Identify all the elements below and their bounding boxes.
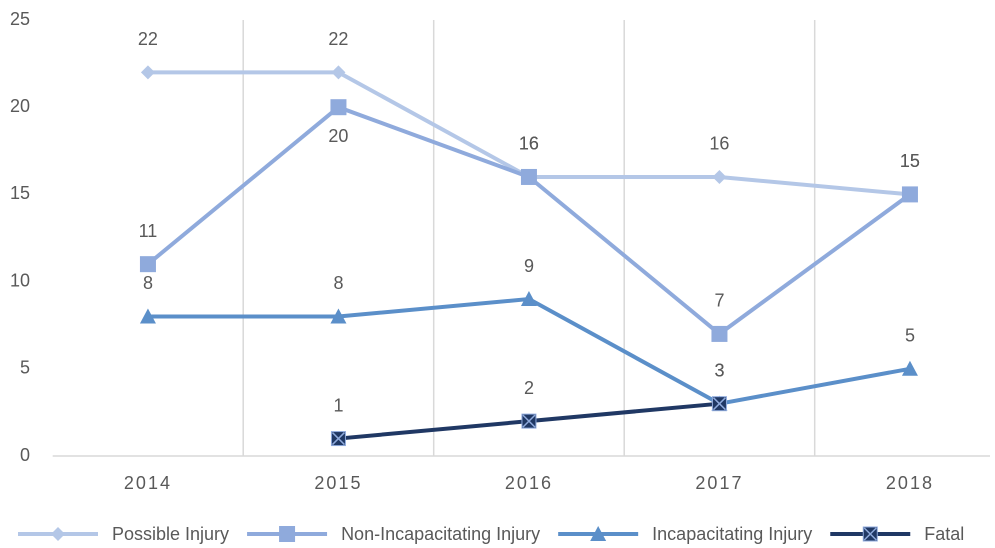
marker-cross [712, 397, 726, 411]
legend-label: Fatal [924, 524, 964, 544]
point [711, 325, 728, 342]
legend-item: Incapacitating Injury [558, 524, 812, 544]
point [330, 308, 347, 324]
y-tick-label: 15 [10, 183, 30, 203]
marker-cross [863, 527, 877, 541]
data-label: 16 [519, 134, 539, 154]
y-tick-label: 5 [20, 358, 30, 378]
data-label: 2 [524, 378, 534, 398]
data-label: 8 [333, 273, 343, 293]
legend-label: Possible Injury [112, 524, 229, 544]
data-label: 15 [900, 151, 920, 171]
x-tick-label: 2017 [695, 473, 743, 493]
data-label: 15 [900, 151, 920, 171]
x-tick-label: 2016 [505, 473, 553, 493]
data-label: 9 [524, 256, 534, 276]
x-tick-label: 2015 [314, 473, 362, 493]
legend-item: Fatal [830, 524, 964, 544]
x-tick-label: 2018 [886, 473, 934, 493]
point [520, 291, 537, 307]
point [140, 65, 155, 80]
point [520, 168, 537, 185]
data-label: 1 [333, 395, 343, 415]
marker-cross [522, 414, 536, 428]
x-tick-label: 2014 [124, 473, 172, 493]
data-label: 5 [905, 326, 915, 346]
data-label: 8 [143, 273, 153, 293]
data-label: 22 [138, 29, 158, 49]
data-label: 16 [709, 134, 729, 154]
legend-item: Possible Injury [18, 524, 229, 544]
point [901, 186, 918, 203]
point [330, 431, 346, 447]
y-tick-label: 10 [10, 270, 30, 290]
data-label: 20 [328, 126, 348, 146]
data-label: 22 [328, 29, 348, 49]
marker-cross [331, 432, 345, 446]
point [331, 65, 346, 80]
legend-label: Incapacitating Injury [652, 524, 812, 544]
y-tick-label: 25 [10, 9, 30, 29]
point [521, 413, 537, 429]
y-tick-label: 0 [20, 445, 30, 465]
data-label: 3 [714, 360, 724, 380]
y-tick-label: 20 [10, 96, 30, 116]
legend-marker [590, 526, 607, 541]
legend-marker [51, 527, 65, 541]
point [139, 308, 156, 324]
legend-marker [279, 526, 296, 542]
legend-item: Non-Incapacitating Injury [247, 524, 540, 544]
point [139, 256, 156, 273]
legend-label: Non-Incapacitating Injury [341, 524, 540, 544]
point [712, 169, 727, 184]
data-label: 7 [714, 291, 724, 311]
data-label: 16 [519, 134, 539, 154]
point [330, 99, 347, 116]
legend-marker [862, 526, 878, 542]
data-label: 11 [139, 221, 158, 241]
data-label: 3 [714, 360, 724, 380]
point [901, 360, 918, 376]
point [711, 396, 727, 412]
